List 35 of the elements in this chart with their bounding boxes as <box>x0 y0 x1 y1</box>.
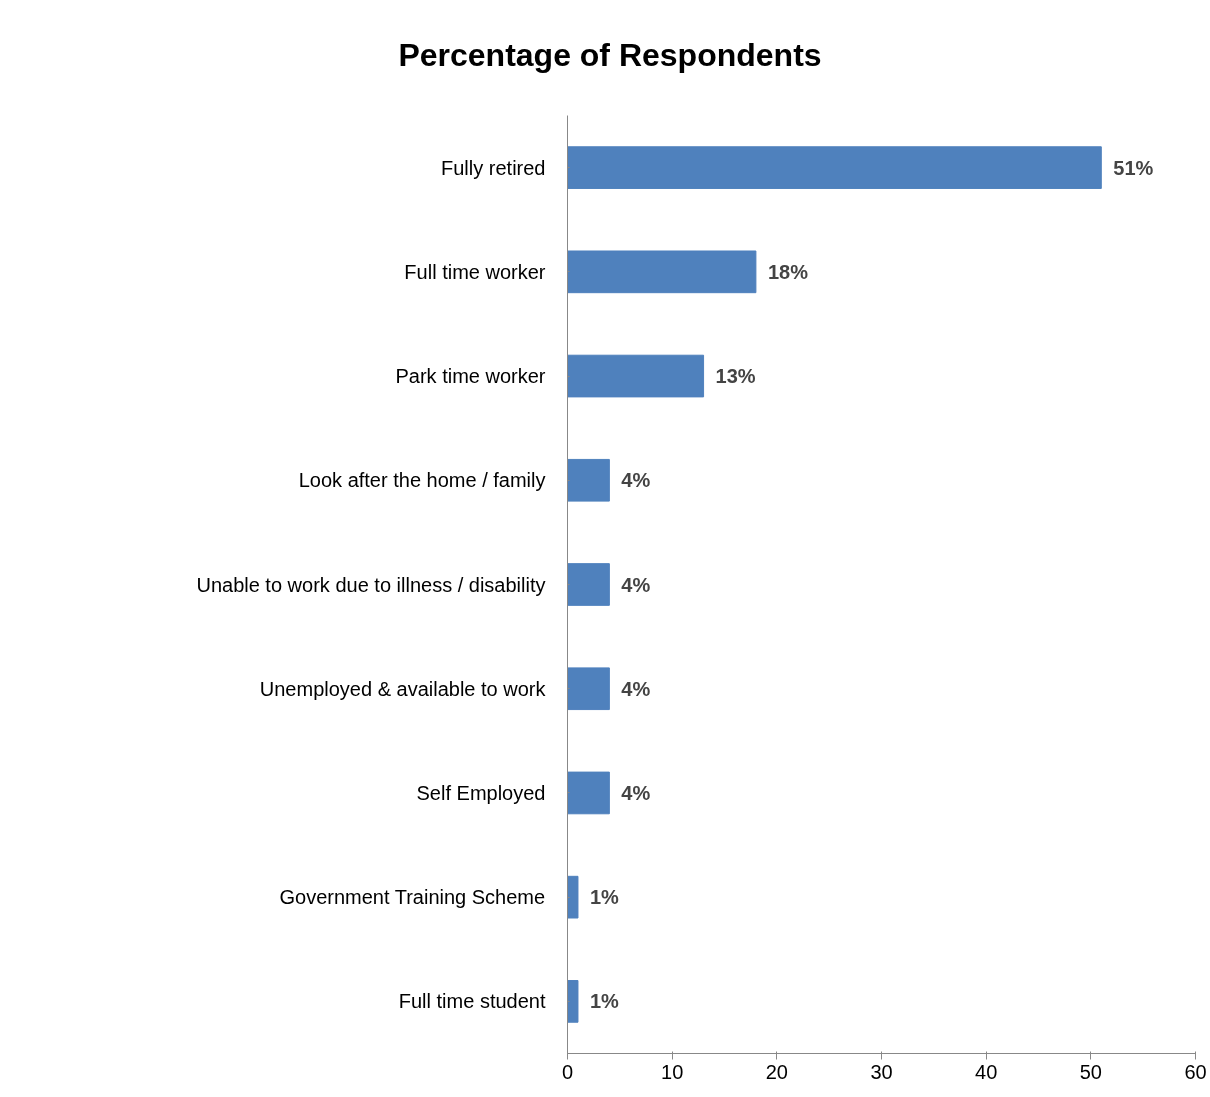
x-tick-label: 0 <box>561 1060 574 1083</box>
bar <box>567 875 579 919</box>
bar <box>567 563 610 606</box>
y-tick-label: Park time worker <box>395 365 546 388</box>
data-label: 1% <box>589 990 620 1013</box>
bar <box>567 146 1102 189</box>
y-tick-label: Full time student <box>398 990 546 1013</box>
y-tick-label: Self Employed <box>416 781 546 804</box>
bar <box>567 250 757 294</box>
chart-title: Percentage of Respondents <box>398 36 822 75</box>
y-tick-label: Look after the home / family <box>298 469 546 492</box>
data-label: 1% <box>589 886 620 909</box>
data-label: 4% <box>621 781 651 804</box>
x-tick-label: 60 <box>1184 1060 1207 1083</box>
data-label: 51% <box>1113 156 1154 179</box>
x-tick-label: 20 <box>765 1060 788 1083</box>
x-tick-label: 30 <box>870 1060 893 1083</box>
y-tick-label: Unable to work due to illness / disability <box>196 573 546 596</box>
data-label: 4% <box>621 677 651 700</box>
x-tick-label: 40 <box>975 1060 998 1083</box>
bar <box>567 354 705 398</box>
y-tick-label: Government Training Scheme <box>279 886 546 909</box>
y-tick-label: Fully retired <box>441 156 546 179</box>
bar <box>567 667 610 711</box>
x-tick-label: 10 <box>661 1060 684 1083</box>
data-label: 18% <box>767 260 809 283</box>
data-label: 4% <box>621 573 651 596</box>
bar <box>567 458 610 502</box>
x-tick-label: 50 <box>1079 1060 1102 1083</box>
y-tick-label: Unemployed & available to work <box>259 677 547 700</box>
y-tick-label: Full time worker <box>404 260 546 283</box>
data-label: 4% <box>621 469 651 492</box>
data-label: 13% <box>715 365 756 388</box>
bar <box>567 980 579 1023</box>
bar <box>567 771 610 815</box>
